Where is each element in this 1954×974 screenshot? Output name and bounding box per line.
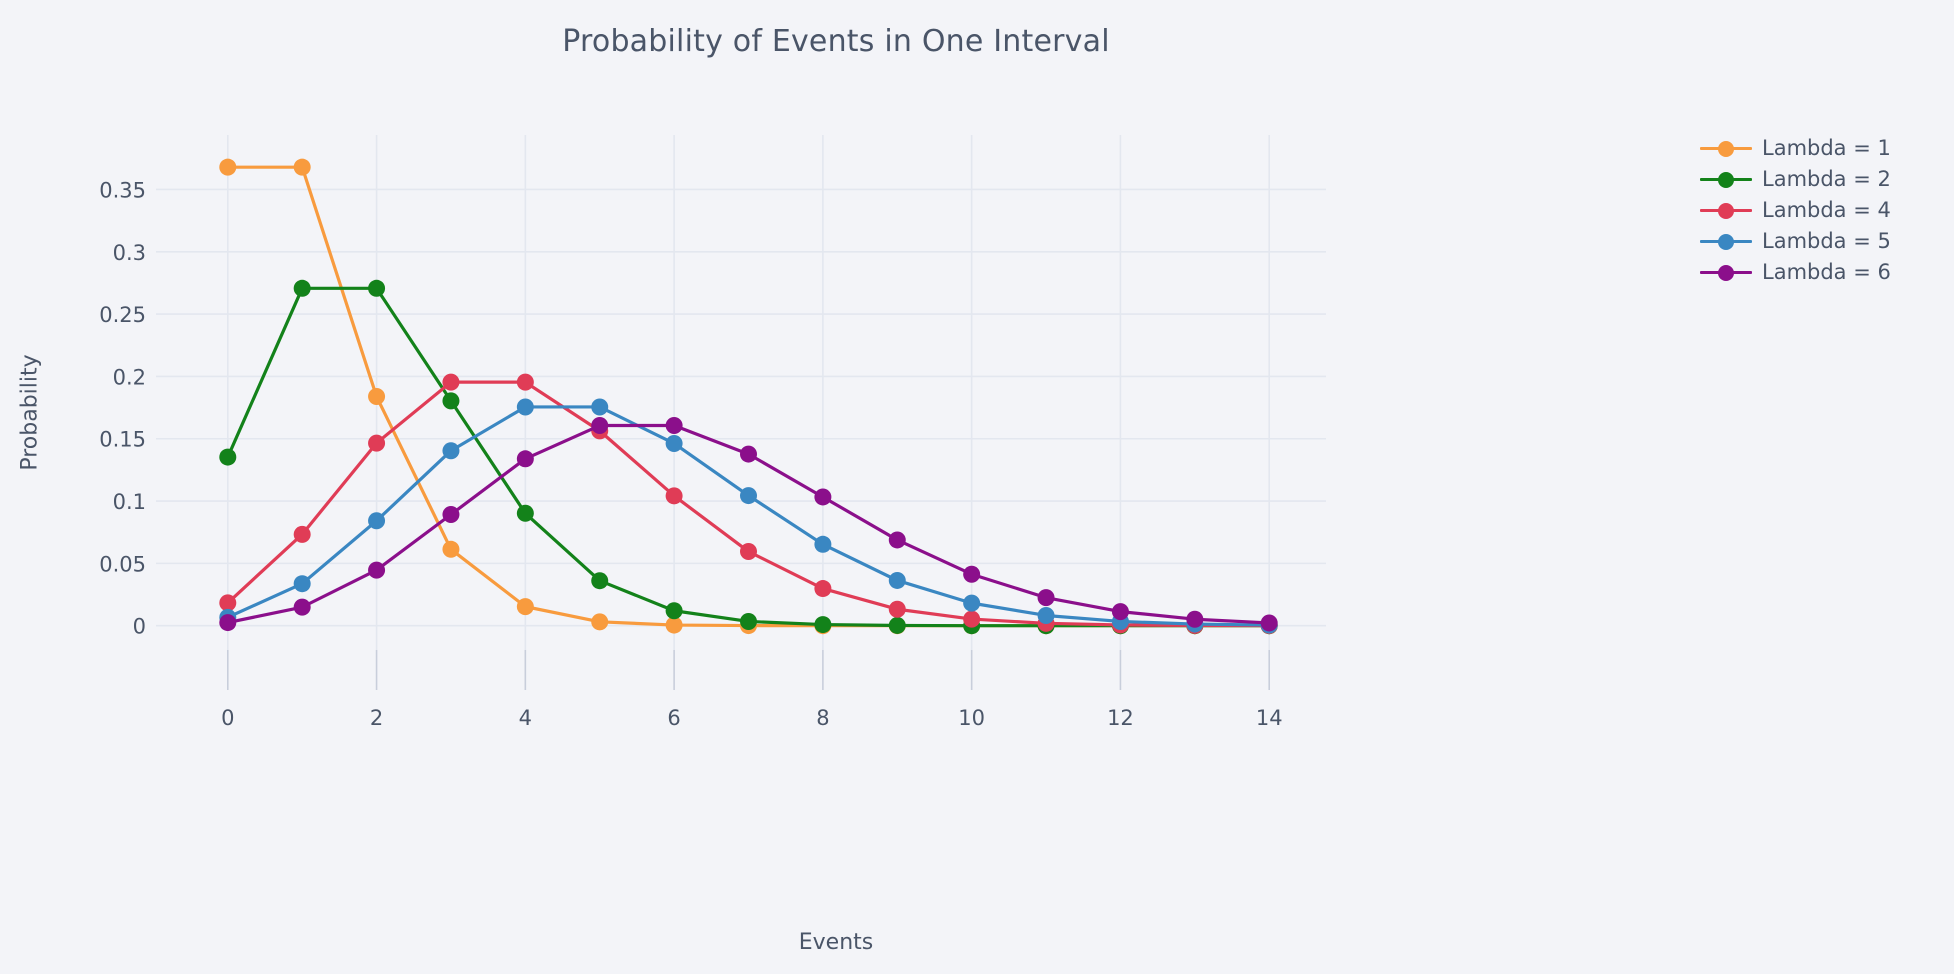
legend-item-label: Lambda = 5 xyxy=(1762,228,1891,253)
data-point[interactable] xyxy=(1037,606,1055,624)
legend-item-5[interactable]: Lambda = 6 xyxy=(1700,256,1950,287)
data-point[interactable] xyxy=(740,612,757,630)
data-point[interactable] xyxy=(591,417,609,435)
page-title: Probability of Events in One Interval xyxy=(562,24,1110,59)
data-point[interactable] xyxy=(1037,589,1055,607)
legend-item-label: Lambda = 2 xyxy=(1762,166,1891,191)
data-point[interactable] xyxy=(888,600,906,618)
data-point[interactable] xyxy=(591,613,609,631)
series-5 xyxy=(219,417,1278,632)
legend-swatch-icon xyxy=(1700,170,1752,188)
x-tick-label: 12 xyxy=(1107,706,1134,730)
data-point[interactable] xyxy=(442,506,460,524)
data-point[interactable] xyxy=(665,616,683,634)
data-point[interactable] xyxy=(665,602,683,620)
data-point[interactable] xyxy=(219,448,237,466)
data-point[interactable] xyxy=(293,575,311,593)
y-tick-label: 0.35 xyxy=(99,178,146,202)
y-tick-label: 0.3 xyxy=(113,241,146,265)
data-point[interactable] xyxy=(814,535,832,553)
data-point[interactable] xyxy=(1111,603,1129,621)
series-4 xyxy=(219,398,1278,634)
data-point[interactable] xyxy=(963,594,981,612)
y-tick-label: 0.2 xyxy=(113,365,146,389)
data-point[interactable] xyxy=(963,610,981,628)
legend-swatch-icon xyxy=(1700,139,1752,157)
data-point[interactable] xyxy=(814,580,832,598)
data-point[interactable] xyxy=(442,442,460,460)
data-point[interactable] xyxy=(368,279,386,297)
data-point[interactable] xyxy=(1186,610,1204,628)
data-point[interactable] xyxy=(888,571,906,589)
data-point[interactable] xyxy=(888,531,906,549)
legend-swatch-icon xyxy=(1700,263,1752,281)
y-tick-label: 0.15 xyxy=(99,428,146,452)
data-point[interactable] xyxy=(293,158,311,176)
x-tick-label: 6 xyxy=(667,706,680,730)
data-point[interactable] xyxy=(1260,614,1278,632)
legend-swatch-icon xyxy=(1700,232,1752,250)
x-tick-label: 14 xyxy=(1256,706,1283,730)
data-point[interactable] xyxy=(591,398,609,416)
data-point[interactable] xyxy=(665,417,683,435)
data-point[interactable] xyxy=(368,387,386,405)
data-point[interactable] xyxy=(740,445,757,463)
legend-item-label: Lambda = 6 xyxy=(1762,259,1891,284)
data-point[interactable] xyxy=(368,512,386,530)
x-axis-label: Events xyxy=(798,930,874,955)
data-point[interactable] xyxy=(740,543,757,561)
data-point[interactable] xyxy=(516,450,534,468)
data-point[interactable] xyxy=(219,158,237,176)
data-point[interactable] xyxy=(293,525,311,543)
data-point[interactable] xyxy=(814,616,832,634)
y-tick-label: 0 xyxy=(133,615,146,639)
y-tick-label: 0.1 xyxy=(113,490,146,514)
legend-item-4[interactable]: Lambda = 5 xyxy=(1700,225,1950,256)
x-tick-label: 2 xyxy=(370,706,383,730)
data-point[interactable] xyxy=(740,487,757,505)
data-point[interactable] xyxy=(888,616,906,634)
legend-item-1[interactable]: Lambda = 1 xyxy=(1700,132,1950,163)
data-point[interactable] xyxy=(293,279,311,297)
data-point[interactable] xyxy=(442,392,460,410)
legend-item-3[interactable]: Lambda = 4 xyxy=(1700,194,1950,225)
data-point[interactable] xyxy=(442,540,460,558)
data-point[interactable] xyxy=(368,434,386,452)
legend-item-label: Lambda = 4 xyxy=(1762,197,1891,222)
data-point[interactable] xyxy=(591,572,609,590)
data-point[interactable] xyxy=(516,504,534,522)
y-axis-label: Probability xyxy=(17,354,43,471)
y-tick-label: 0.25 xyxy=(99,303,146,327)
chart-legend: Lambda = 1 Lambda = 2 Lambda = 4 Lambda = 5… xyxy=(1700,132,1950,287)
data-point[interactable] xyxy=(516,373,534,391)
x-tick-label: 10 xyxy=(958,706,985,730)
data-point[interactable] xyxy=(442,373,460,391)
legend-item-2[interactable]: Lambda = 2 xyxy=(1700,163,1950,194)
x-tick-label: 4 xyxy=(519,706,532,730)
data-point[interactable] xyxy=(814,488,832,506)
legend-swatch-icon xyxy=(1700,201,1752,219)
data-point[interactable] xyxy=(665,487,683,505)
x-tick-label: 8 xyxy=(816,706,829,730)
data-point[interactable] xyxy=(516,598,534,616)
x-tick-label: 0 xyxy=(221,706,234,730)
data-point[interactable] xyxy=(665,434,683,452)
data-point[interactable] xyxy=(516,398,534,416)
data-point[interactable] xyxy=(293,598,311,616)
y-tick-label: 0.05 xyxy=(99,552,146,576)
data-point[interactable] xyxy=(368,561,386,579)
data-point[interactable] xyxy=(219,594,237,612)
legend-item-label: Lambda = 1 xyxy=(1762,135,1891,160)
data-point[interactable] xyxy=(219,614,237,632)
data-point[interactable] xyxy=(963,565,981,583)
